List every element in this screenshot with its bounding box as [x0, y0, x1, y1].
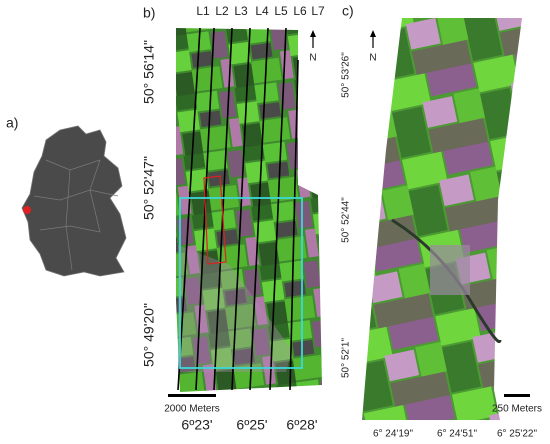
north-arrow-head [310, 30, 316, 37]
built-area [430, 245, 470, 295]
road [391, 218, 502, 344]
scale-bar [504, 394, 530, 397]
line-label: L5 [274, 4, 288, 18]
lat-label: 50° 56'14" [141, 40, 157, 104]
scale-label: 250 Meters [492, 404, 542, 415]
north-label: N [369, 53, 376, 64]
scale-label: 2000 Meters [164, 404, 220, 415]
lat-label: 50° 52'1" [341, 338, 352, 378]
image-strip [362, 18, 522, 420]
lat-label: 50° 49'20" [141, 303, 157, 367]
coverage-outline [179, 197, 303, 369]
line-label: L3 [234, 4, 248, 18]
lon-label: 6° 24'51" [437, 429, 477, 440]
north-label: N [309, 53, 316, 64]
panel-label: c) [342, 3, 354, 19]
lat-label: 50° 53'26" [341, 52, 352, 98]
line-label: L7 [311, 4, 325, 18]
line-label: L6 [293, 4, 307, 18]
state-borders [33, 159, 119, 271]
lon-label: 6º25' [236, 417, 267, 433]
panel-label: a) [6, 115, 18, 131]
line-label: L4 [255, 4, 269, 18]
study-site [23, 206, 31, 214]
lon-label: 6° 24'19" [373, 429, 413, 440]
lon-label: 6º23' [181, 417, 212, 433]
north-arrow-head [370, 30, 376, 37]
scale-bar [168, 394, 216, 397]
lon-label: 6° 25'22" [497, 429, 537, 440]
subset-outline [203, 175, 227, 265]
panel-label: b) [143, 5, 155, 21]
lat-label: 50° 52'47" [141, 156, 157, 220]
lon-label: 6º28' [286, 417, 317, 433]
germany-map [21, 125, 127, 277]
line-label: L1 [196, 4, 210, 18]
image-strip [176, 28, 322, 392]
line-label: L2 [215, 4, 229, 18]
image-overlay [178, 245, 292, 372]
lat-label: 50° 52'44" [341, 197, 352, 243]
